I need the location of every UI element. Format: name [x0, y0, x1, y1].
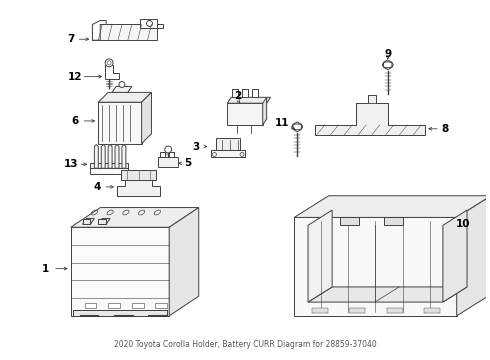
Bar — [91, 163, 128, 168]
Polygon shape — [112, 86, 132, 93]
Bar — [160, 152, 165, 157]
Bar — [424, 308, 440, 313]
Polygon shape — [115, 145, 119, 168]
Circle shape — [105, 59, 113, 67]
Polygon shape — [122, 145, 126, 168]
Polygon shape — [293, 122, 301, 132]
Bar — [169, 152, 174, 157]
Polygon shape — [443, 210, 467, 302]
Bar — [98, 219, 106, 224]
Polygon shape — [142, 93, 151, 144]
Circle shape — [107, 61, 111, 65]
Text: 13: 13 — [64, 159, 78, 169]
Bar — [73, 310, 167, 316]
Text: 12: 12 — [68, 72, 82, 82]
Polygon shape — [227, 97, 270, 103]
Bar — [294, 217, 457, 316]
Bar — [252, 89, 258, 97]
Text: 9: 9 — [384, 49, 392, 59]
Polygon shape — [98, 93, 151, 102]
Polygon shape — [384, 60, 392, 70]
Bar — [227, 103, 263, 125]
Bar — [121, 170, 156, 180]
Text: 10: 10 — [455, 219, 470, 229]
Text: 3: 3 — [192, 141, 199, 152]
Polygon shape — [308, 287, 467, 302]
Bar — [232, 89, 238, 97]
Text: 6: 6 — [71, 116, 78, 126]
Bar — [312, 308, 328, 313]
Polygon shape — [158, 157, 178, 167]
Polygon shape — [263, 97, 267, 125]
Text: 11: 11 — [275, 118, 290, 128]
Bar — [387, 308, 402, 313]
Text: 5: 5 — [184, 158, 192, 168]
Polygon shape — [105, 65, 119, 78]
Text: 7: 7 — [67, 34, 74, 44]
Bar — [132, 303, 144, 308]
Circle shape — [119, 82, 125, 87]
Polygon shape — [308, 210, 332, 302]
Polygon shape — [294, 196, 490, 217]
Polygon shape — [169, 208, 199, 316]
Circle shape — [165, 146, 172, 153]
Bar — [155, 303, 167, 308]
Bar — [108, 303, 120, 308]
Polygon shape — [211, 138, 245, 157]
Bar — [84, 303, 97, 308]
Bar — [349, 308, 365, 313]
Text: 2: 2 — [235, 91, 242, 101]
Polygon shape — [93, 24, 163, 40]
Polygon shape — [82, 219, 95, 224]
Text: 1: 1 — [42, 264, 49, 274]
Polygon shape — [108, 145, 112, 168]
Bar — [242, 89, 248, 97]
Bar — [340, 217, 359, 225]
Bar — [217, 138, 240, 150]
Polygon shape — [71, 208, 199, 227]
Text: 2020 Toyota Corolla Holder, Battery CURR Diagram for 28859-37040: 2020 Toyota Corolla Holder, Battery CURR… — [114, 340, 376, 349]
Polygon shape — [457, 196, 490, 316]
Polygon shape — [101, 145, 105, 168]
Bar — [71, 227, 169, 316]
Polygon shape — [117, 180, 160, 196]
Text: 4: 4 — [94, 182, 101, 192]
Polygon shape — [93, 21, 106, 40]
Text: 8: 8 — [441, 124, 448, 134]
Bar — [384, 217, 403, 225]
Polygon shape — [98, 219, 110, 224]
Bar — [98, 102, 142, 144]
Polygon shape — [95, 145, 98, 168]
Bar — [82, 219, 91, 224]
Polygon shape — [140, 18, 157, 28]
Polygon shape — [315, 95, 425, 135]
Bar — [91, 168, 128, 174]
